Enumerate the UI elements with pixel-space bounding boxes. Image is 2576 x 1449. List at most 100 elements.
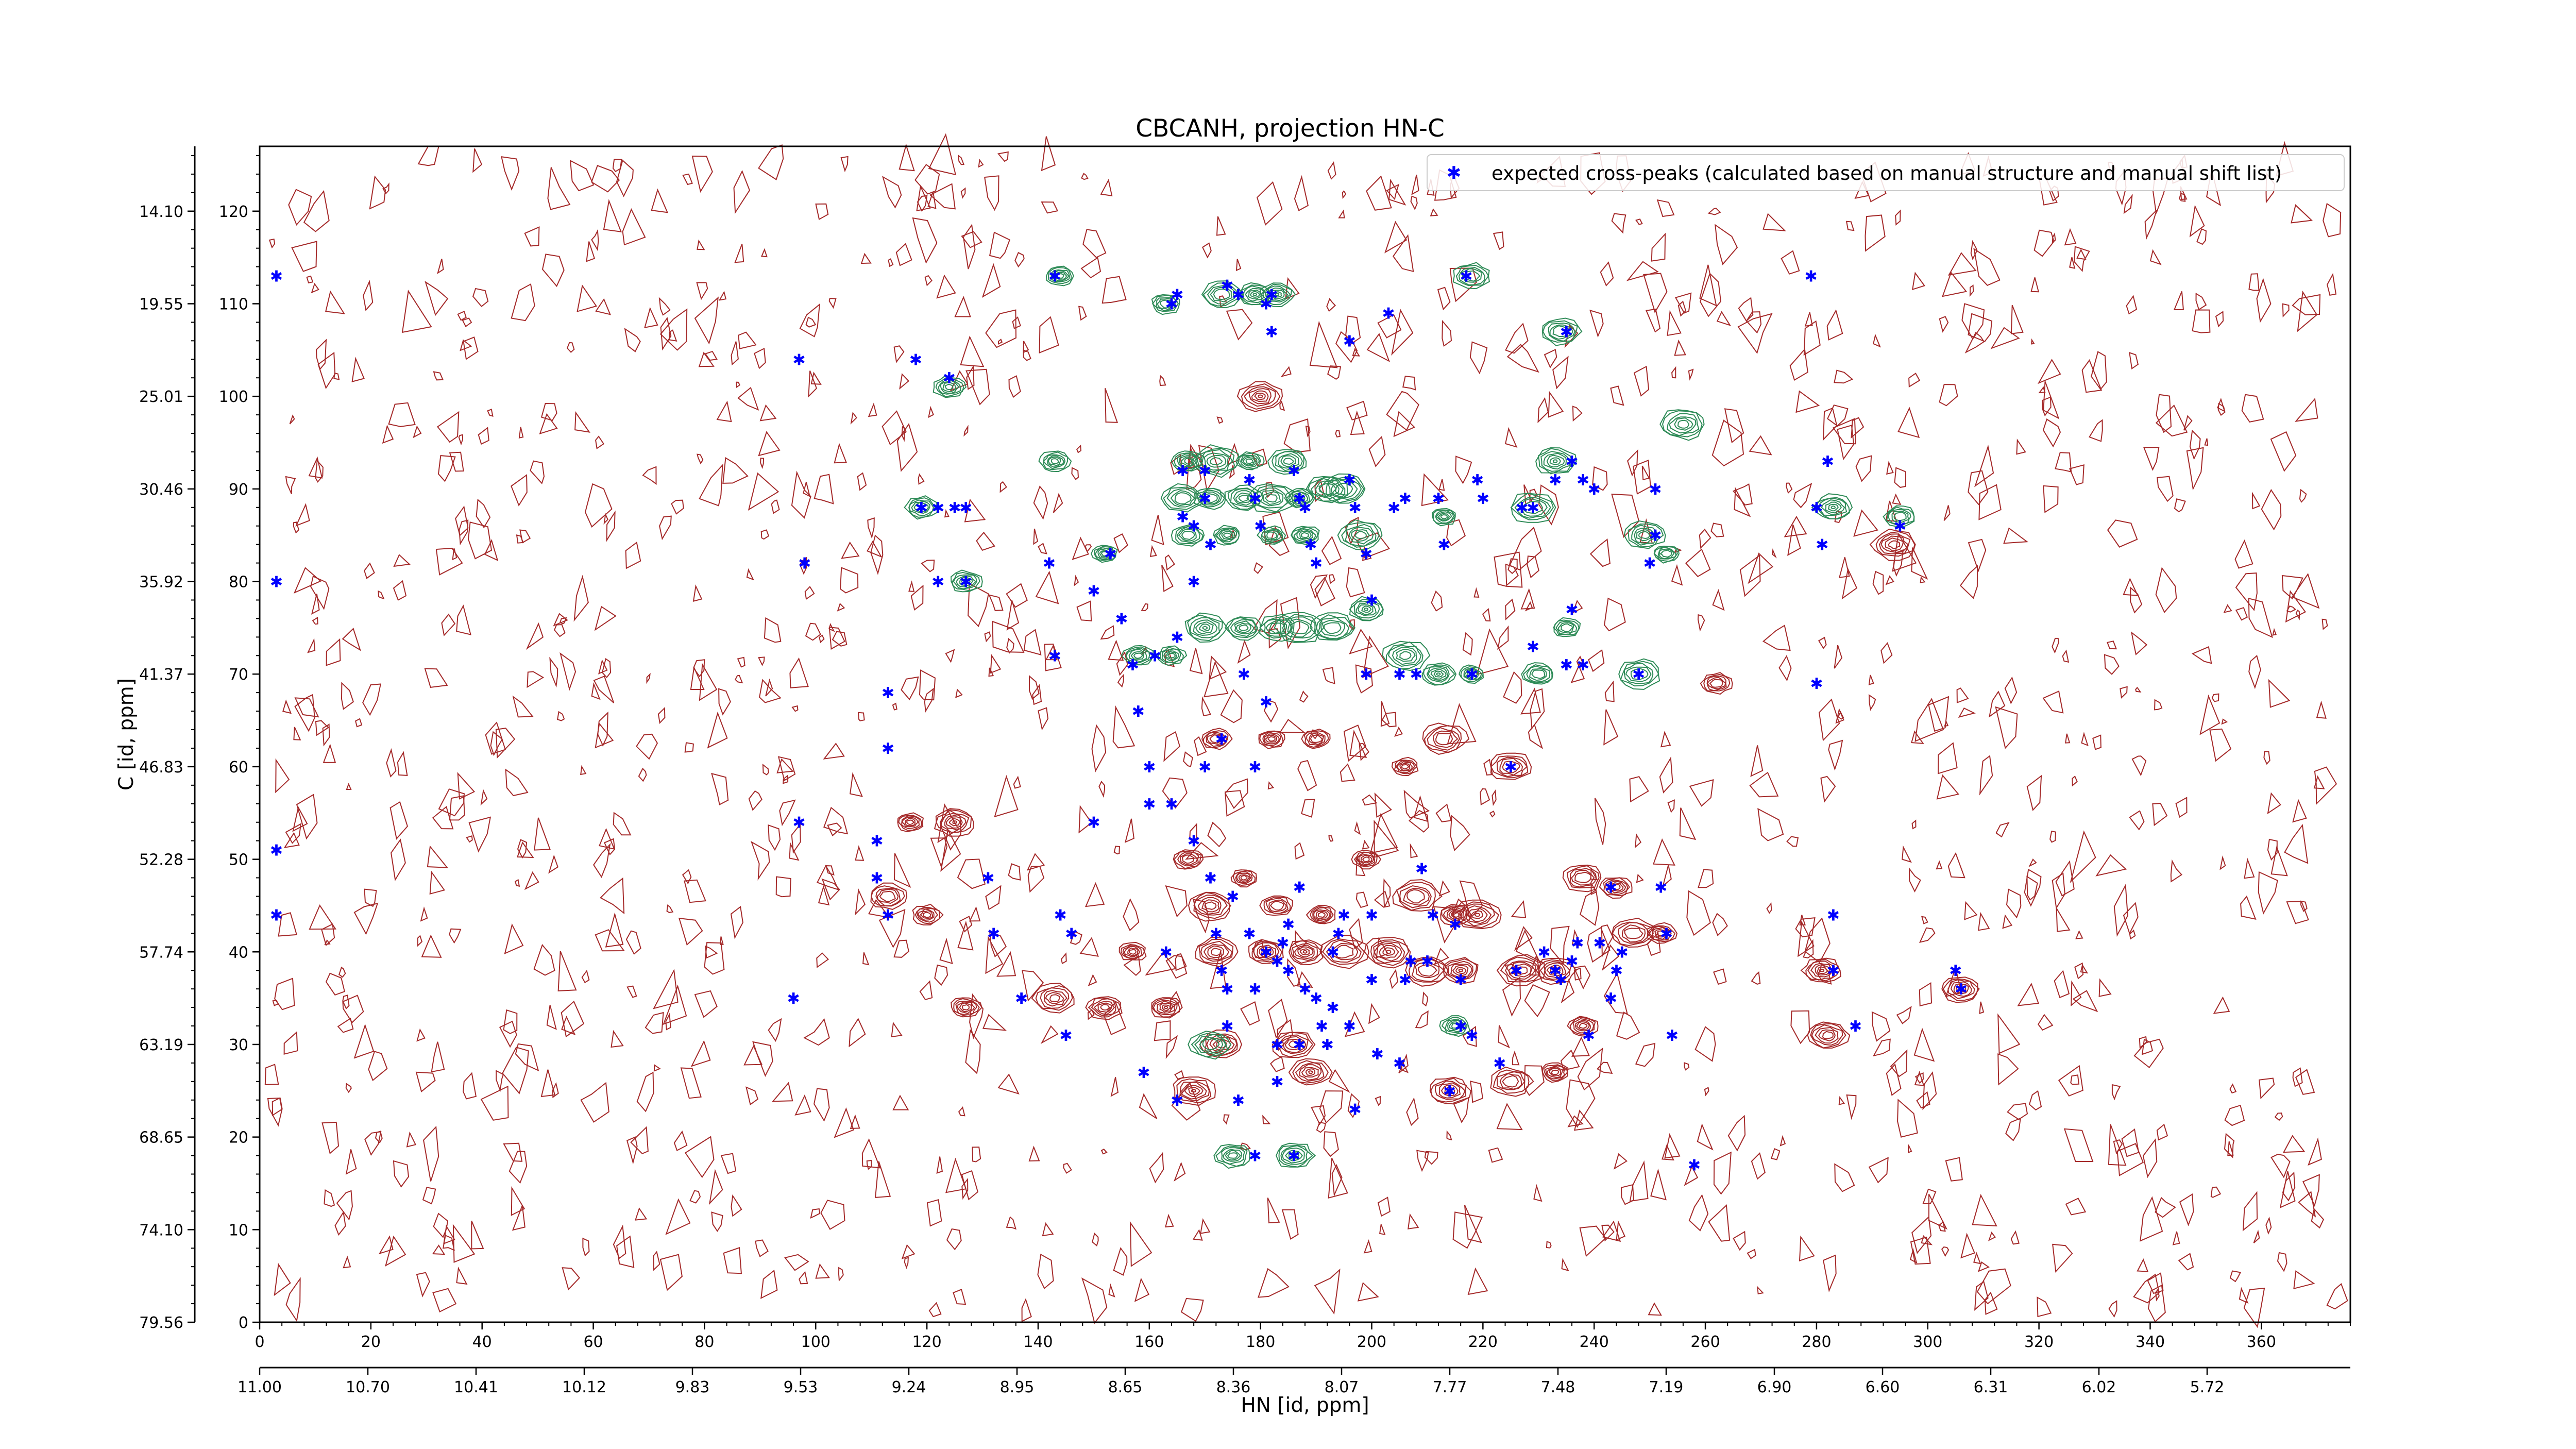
noise-contour xyxy=(1908,1144,1912,1154)
positive-peak-ring xyxy=(1163,650,1180,662)
noise-contour xyxy=(1314,577,1335,606)
negative-peak-ring xyxy=(1649,925,1672,941)
noise-contour xyxy=(1209,655,1227,680)
noise-contour xyxy=(2089,419,2103,442)
positive-peak-ring xyxy=(1038,450,1072,473)
negative-peak-ring xyxy=(1212,1039,1231,1051)
negative-peak-ring xyxy=(1100,1004,1110,1010)
negative-peak-ring xyxy=(1496,1071,1526,1090)
expected-peak-marker: ✱ xyxy=(1337,906,1350,924)
noise-contour xyxy=(2010,305,2024,334)
noise-contour xyxy=(1394,727,1403,737)
noise-contour xyxy=(267,1097,283,1127)
noise-contour xyxy=(660,317,672,351)
positive-peak-ring xyxy=(1101,551,1109,557)
noise-contour xyxy=(1446,519,1466,547)
positive-peak-ring xyxy=(1227,1152,1239,1159)
noise-contour xyxy=(1430,208,1438,216)
noise-contour xyxy=(2178,192,2186,202)
noise-contour xyxy=(1305,426,1311,437)
negative-peak-ring xyxy=(951,997,982,1018)
positive-peak-ring xyxy=(1510,493,1554,520)
noise-contour xyxy=(814,474,834,504)
noise-contour xyxy=(2217,397,2226,413)
noise-contour xyxy=(665,1012,671,1031)
negative-peak-ring xyxy=(1326,939,1362,963)
negative-peak-ring xyxy=(1382,947,1396,956)
noise-contour xyxy=(346,783,352,790)
noise-contour xyxy=(1294,175,1309,211)
positive-peak-ring xyxy=(1151,295,1179,312)
positive-peak-ring xyxy=(1272,291,1282,298)
noise-contour xyxy=(1039,316,1059,353)
positive-peak-ring xyxy=(1546,454,1565,468)
y-index-tick-label: 80 xyxy=(229,574,248,592)
noise-contour xyxy=(1909,867,1921,893)
noise-contour xyxy=(2224,1133,2235,1158)
expected-peak-marker: ✱ xyxy=(1238,666,1250,684)
noise-contour xyxy=(636,1071,654,1113)
expected-peak-marker: ✱ xyxy=(1204,536,1217,554)
positive-peak xyxy=(1510,493,1556,523)
negative-peak xyxy=(1259,895,1293,916)
noise-contour xyxy=(546,1005,557,1030)
noise-contour xyxy=(1415,1010,1429,1029)
noise-contour xyxy=(698,351,715,367)
positive-peak-ring xyxy=(1341,522,1380,548)
negative-peak xyxy=(1599,877,1633,899)
positive-peak-ring xyxy=(1825,501,1842,514)
negative-peak-ring xyxy=(1091,998,1116,1016)
noise-contour xyxy=(868,402,877,417)
negative-peak-ring xyxy=(1569,868,1597,888)
noise-contour xyxy=(1452,1211,1483,1249)
y-index-tick-label: 120 xyxy=(219,203,248,221)
negative-peak-ring xyxy=(1049,994,1060,1002)
positive-peak-ring xyxy=(1526,665,1551,683)
noise-contour xyxy=(2108,1124,2127,1166)
negative-peak-ring xyxy=(1177,851,1199,867)
noise-contour xyxy=(2069,257,2076,269)
noise-contour xyxy=(1527,555,1539,579)
negative-peak-ring xyxy=(1278,1034,1309,1054)
negative-peak-ring xyxy=(1443,958,1478,982)
noise-contour xyxy=(1201,696,1212,716)
noise-contour xyxy=(1328,835,1334,842)
noise-contour xyxy=(1319,1090,1344,1124)
noise-contour xyxy=(2030,277,2040,293)
noise-contour xyxy=(1349,918,1363,950)
positive-peak-ring xyxy=(1250,291,1261,298)
noise-contour xyxy=(2279,1171,2296,1209)
positive-peak-ring xyxy=(1628,523,1664,548)
noise-contour xyxy=(1482,608,1491,622)
positive-peak-ring xyxy=(1461,268,1483,283)
noise-contour xyxy=(738,331,757,349)
positive-peak xyxy=(1318,473,1366,504)
positive-peak-ring xyxy=(1464,669,1479,680)
negative-peak-ring xyxy=(1432,730,1459,748)
negative-peak-ring xyxy=(1807,961,1835,981)
noise-contour xyxy=(511,283,535,322)
negative-peak-ring xyxy=(1536,957,1577,985)
noise-contour xyxy=(2143,447,2160,471)
noise-contour xyxy=(768,1018,782,1042)
noise-contour xyxy=(760,248,768,258)
noise-contour xyxy=(1573,1109,1594,1131)
positive-peak xyxy=(1213,525,1240,546)
noise-contour xyxy=(1503,671,1522,704)
noise-contour xyxy=(1408,810,1429,833)
y-index-tick-label: 60 xyxy=(229,759,248,777)
noise-contour xyxy=(2251,492,2261,510)
noise-contour xyxy=(1939,316,1949,333)
positive-peak-ring xyxy=(1630,668,1649,680)
positive-peak-ring xyxy=(1677,419,1689,429)
noise-contour xyxy=(1732,483,1753,506)
positive-peak xyxy=(1431,508,1456,527)
noise-contour xyxy=(1790,1010,1810,1044)
noise-contour xyxy=(1437,287,1451,311)
positive-peak-ring xyxy=(1674,417,1693,431)
negative-peak xyxy=(1031,983,1075,1014)
negative-peak-ring xyxy=(1811,1024,1843,1046)
noise-contour xyxy=(539,413,558,434)
positive-peak-ring xyxy=(1349,599,1384,621)
noise-contour xyxy=(2149,249,2162,265)
